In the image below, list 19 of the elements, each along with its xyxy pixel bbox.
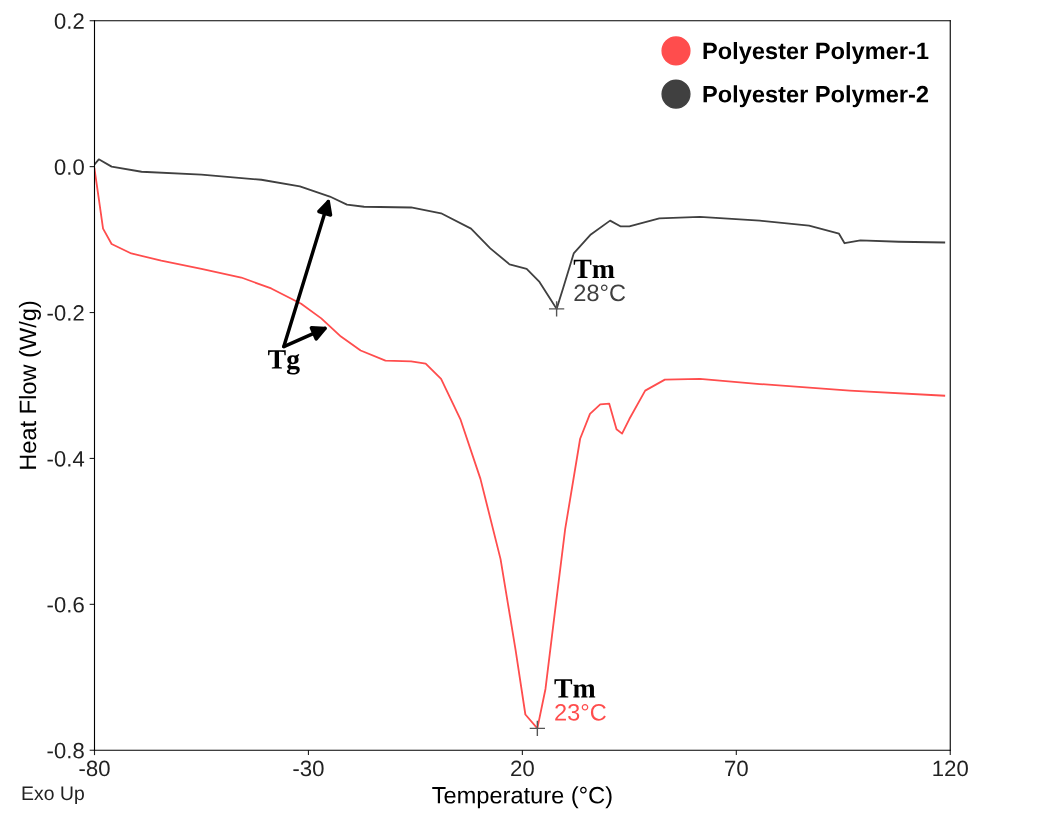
x-tick-label: 20 — [511, 760, 534, 777]
annotation: Tm 23°C — [554, 679, 606, 721]
annotation: Tg — [268, 350, 300, 375]
x-tick-label: -30 — [293, 760, 324, 777]
legend-label: Polyester Polymer-2 — [703, 85, 929, 108]
y-tick-label: -0.6 — [47, 596, 84, 613]
y-tick-label: -0.2 — [47, 305, 84, 321]
y-tick-label: -0.4 — [47, 450, 85, 467]
y-axis-title: Heat Flow (W/g) — [18, 301, 41, 469]
text: Exo Up — [22, 786, 84, 805]
x-tick-label: 70 — [725, 760, 748, 777]
y-tick-label: 0.2 — [54, 13, 84, 29]
x-tick-label: -80 — [79, 760, 110, 777]
y-tick-label: 0.0 — [54, 159, 84, 175]
x-axis-title: Temperature (°C) — [432, 786, 612, 809]
annotation: Tm 28°C — [573, 259, 626, 302]
x-tick-label: 120 — [933, 760, 968, 777]
legend-label: Polyester Polymer-1 — [703, 41, 929, 64]
y-tick-label: -0.8 — [47, 742, 84, 759]
